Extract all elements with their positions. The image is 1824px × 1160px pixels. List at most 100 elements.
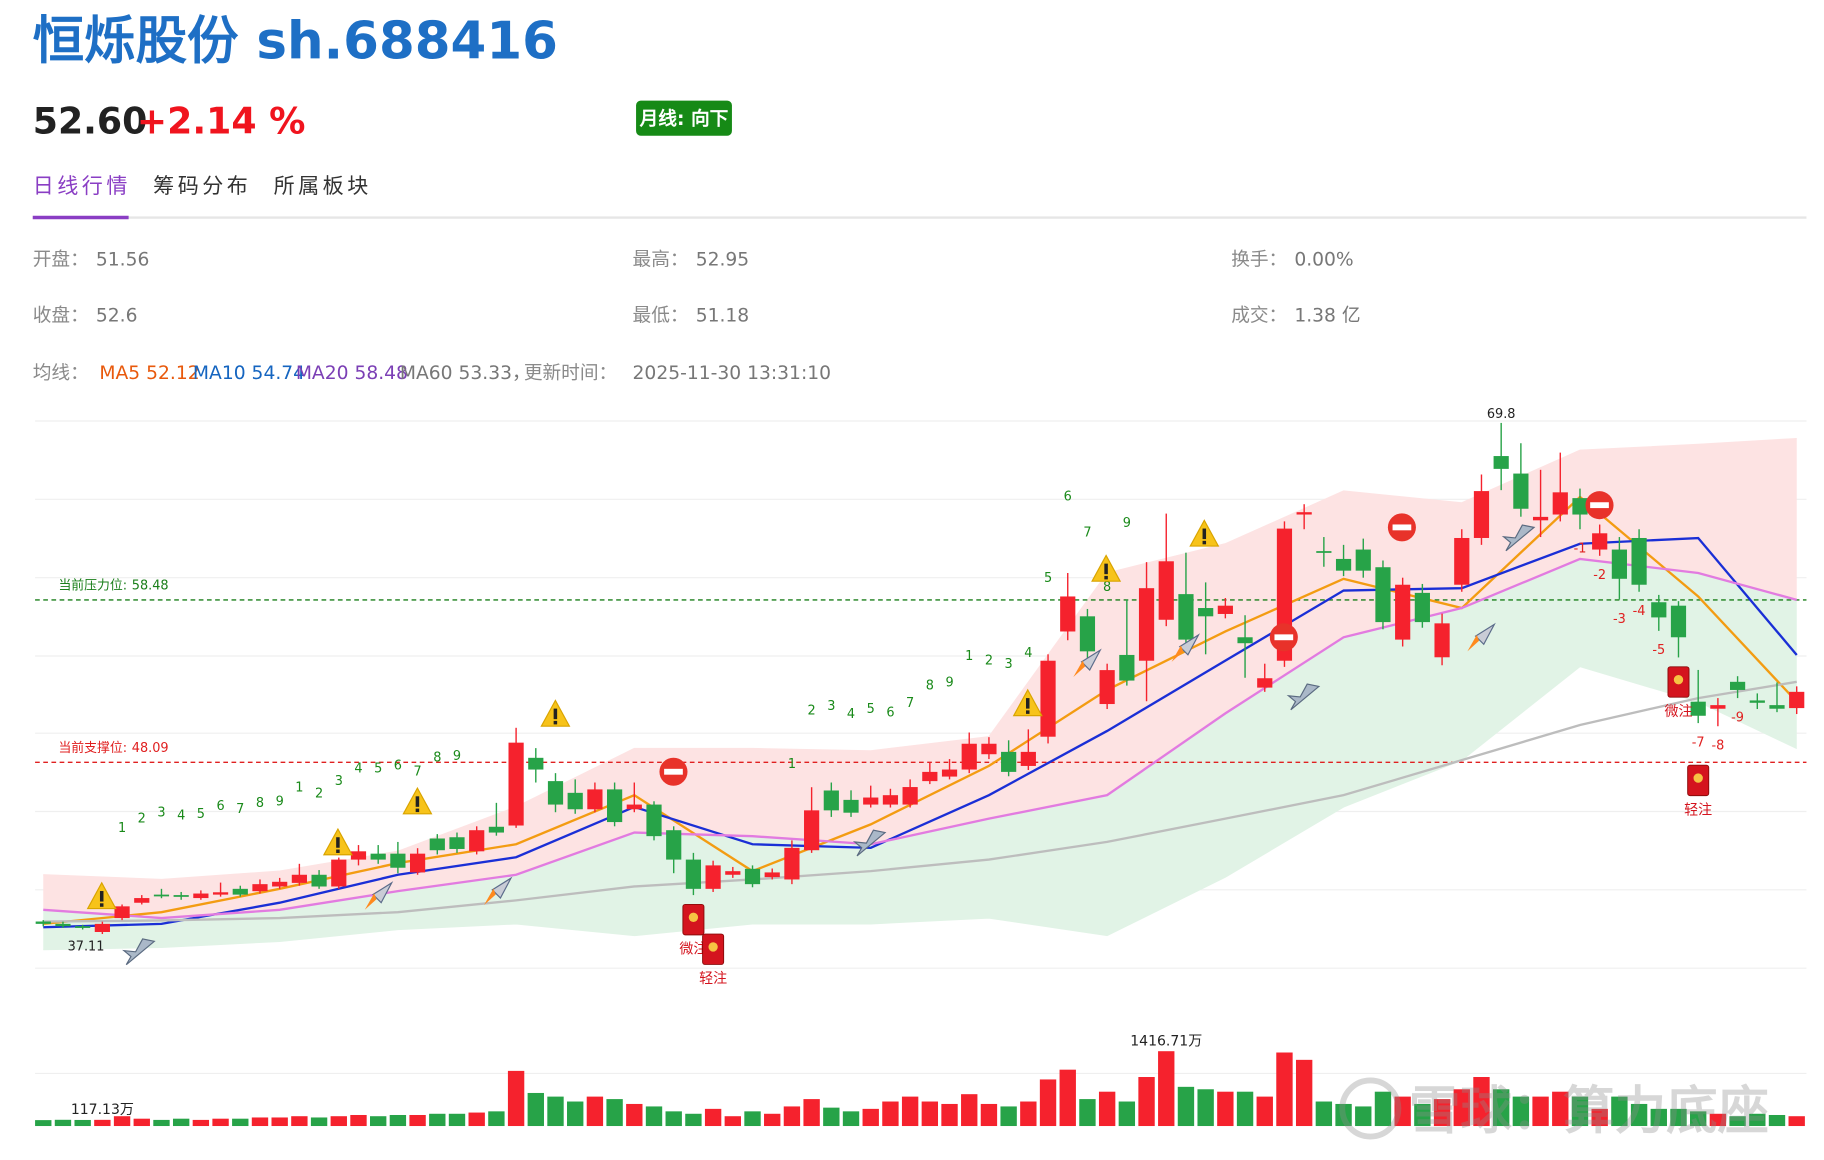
volume-bar <box>1059 1069 1076 1127</box>
candle-body <box>863 797 879 805</box>
warning-mark <box>1202 528 1207 540</box>
candle-body <box>1296 512 1312 515</box>
sequence-count: 1 <box>965 649 973 664</box>
stat-value: 52.6 <box>96 306 138 327</box>
candle-body <box>547 781 564 805</box>
resistance-label-value: 58.48 <box>132 578 169 593</box>
candle-body <box>429 838 445 851</box>
sequence-count: 5 <box>1044 571 1052 586</box>
volume-bar <box>527 1092 544 1127</box>
rocket-flame <box>1171 645 1184 662</box>
volume-bar <box>212 1118 229 1127</box>
volume-bar <box>567 1101 584 1127</box>
volume-bar <box>1729 1116 1746 1127</box>
candle-body <box>1375 567 1391 623</box>
volume-bar <box>1709 1113 1727 1127</box>
warning-dot <box>336 849 340 854</box>
candle-body <box>1395 584 1411 640</box>
sequence-count: 9 <box>453 749 461 764</box>
sequence-count: 7 <box>906 696 914 711</box>
plane-icon <box>1286 683 1321 711</box>
volume-bar <box>448 1113 466 1127</box>
candle-body <box>212 892 229 895</box>
candle-body <box>94 923 110 932</box>
stop-bar <box>1590 502 1609 509</box>
candle-body <box>1198 608 1214 617</box>
candle-body <box>331 859 347 887</box>
warning-mark <box>336 837 340 848</box>
sequence-count: 8 <box>926 679 934 694</box>
plane-icon <box>1501 524 1536 552</box>
sequence-count: 1 <box>118 821 126 836</box>
sequence-count: -9 <box>1731 710 1744 725</box>
volume-bar <box>1079 1099 1096 1127</box>
signal-seal <box>1693 773 1703 783</box>
candle-body <box>804 810 820 851</box>
tab[interactable]: 筹码分布 <box>153 173 251 198</box>
plane-icon <box>122 938 156 966</box>
volume-bar <box>1552 1091 1569 1127</box>
tab-active[interactable]: 日线行情 <box>33 173 131 198</box>
sequence-count: 4 <box>847 707 855 722</box>
volume-bar <box>823 1107 840 1127</box>
volume-bar <box>1492 1089 1510 1127</box>
volume-bar <box>1611 1096 1628 1127</box>
ma60: MA60 53.33， <box>400 363 531 384</box>
volume-bar <box>842 1111 860 1127</box>
candle-body <box>626 804 642 810</box>
candle-body <box>252 884 268 892</box>
sequence-count: 9 <box>1123 516 1131 531</box>
stat-value: 51.56 <box>96 249 149 270</box>
volume-bar <box>764 1113 781 1127</box>
volume-bar <box>1276 1052 1293 1127</box>
support-label: 当前支撑位: 48.09 <box>58 740 168 756</box>
sequence-count: 6 <box>886 705 894 720</box>
sequence-count: 7 <box>413 765 421 780</box>
sequence-count: 3 <box>335 774 343 789</box>
volume-bar <box>901 1096 919 1127</box>
warning-dot <box>99 903 104 907</box>
candle-body <box>1552 492 1568 515</box>
candle-body <box>1769 705 1785 709</box>
volume-bar <box>1138 1077 1155 1127</box>
candle-body <box>1513 473 1529 509</box>
sequence-count: -7 <box>1692 735 1705 750</box>
candle-body <box>272 881 288 887</box>
volume-bar <box>1335 1103 1352 1127</box>
warning-mark <box>415 796 420 807</box>
sequence-count: 4 <box>177 808 185 823</box>
volume-bar <box>1512 1096 1530 1127</box>
volume-bar <box>468 1112 485 1127</box>
candle-body <box>567 792 583 810</box>
candle-body <box>1690 701 1706 716</box>
candle-body <box>469 830 485 852</box>
candle-body <box>350 851 367 860</box>
candle-body <box>1789 691 1805 709</box>
price: 52.60 <box>33 99 148 142</box>
update-time: 2025-11-30 13:31:10 <box>633 363 831 384</box>
candle-body <box>1611 549 1627 579</box>
volume-bar <box>507 1070 525 1127</box>
stop-bar <box>664 768 683 775</box>
candle-body <box>744 868 761 885</box>
sequence-count: 6 <box>394 758 402 773</box>
tab[interactable]: 所属板块 <box>274 173 372 198</box>
volume-bar <box>94 1119 111 1127</box>
sequence-count: 5 <box>867 702 875 717</box>
volume-bar <box>961 1094 978 1127</box>
volume-bar <box>783 1106 801 1127</box>
sequence-count: -5 <box>1652 643 1665 658</box>
candle-body <box>587 789 603 810</box>
warning-dot <box>553 720 558 725</box>
rocket-icon <box>491 876 513 900</box>
ma10: MA10 54.74 <box>193 363 305 384</box>
volume-bar <box>1256 1096 1273 1127</box>
volume-bar <box>862 1108 879 1127</box>
candle-body <box>1335 558 1352 571</box>
candle-body <box>784 847 800 880</box>
stat-value: 51.18 <box>696 306 750 327</box>
warning-mark <box>1104 563 1108 575</box>
band-fill-lower <box>43 558 1797 950</box>
